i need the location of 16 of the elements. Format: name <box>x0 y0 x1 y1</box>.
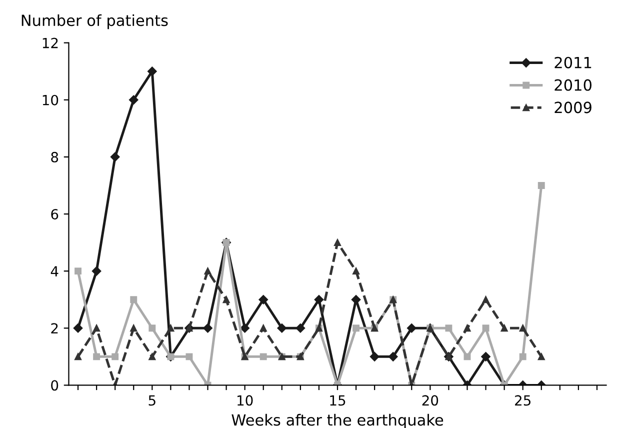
x-tick-label: 10 <box>238 395 253 406</box>
y-tick-label: 4 <box>50 266 58 276</box>
legend-label: 2009 <box>554 102 592 114</box>
legend-label: 2010 <box>554 79 592 91</box>
y-tick-label: 12 <box>42 38 58 48</box>
x-tick-label: 20 <box>422 395 438 406</box>
y-tick-label: 2 <box>51 323 58 334</box>
y-tick-label: 0 <box>51 380 58 391</box>
y-tick-label: 10 <box>42 94 58 106</box>
y-tick-label: 8 <box>51 152 58 162</box>
y-axis-title: Number of patients <box>22 14 168 30</box>
y-tick-label: 6 <box>51 208 58 220</box>
x-tick-label: 25 <box>515 395 530 406</box>
legend-label: 2011 <box>554 56 592 68</box>
x-tick-label: 15 <box>330 395 346 406</box>
x-tick-label: 5 <box>148 395 156 406</box>
